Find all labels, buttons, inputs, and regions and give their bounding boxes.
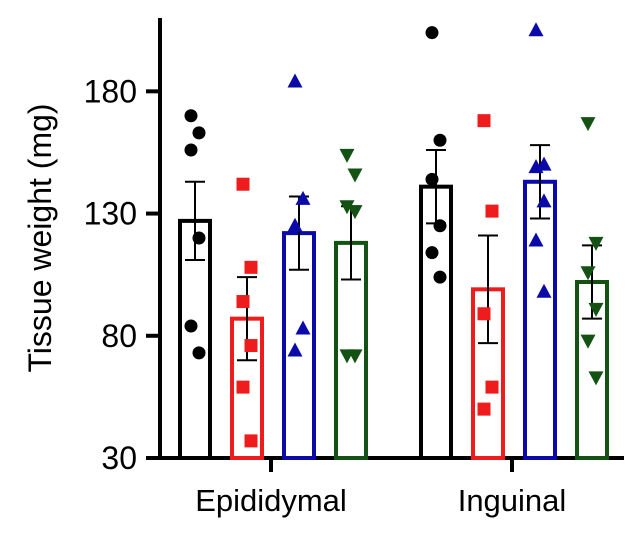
data-point [580, 266, 596, 281]
x-categories: Epididymal Inguinal [195, 458, 566, 518]
data-point [184, 109, 198, 123]
data-point [485, 204, 499, 218]
data-point [485, 380, 499, 394]
data-point [588, 371, 604, 386]
data-point [536, 283, 552, 298]
data-point [287, 342, 303, 357]
data-point [244, 260, 258, 274]
data-point [477, 114, 491, 128]
bar [419, 184, 453, 461]
data-point [236, 380, 250, 394]
y-axis-title: Tissue weight (mg) [22, 103, 58, 372]
data-point [184, 319, 198, 333]
data-point [588, 302, 604, 317]
data-point [528, 159, 544, 174]
data-point [192, 346, 206, 360]
data-point [295, 320, 311, 335]
data-point [192, 126, 206, 140]
bar [523, 179, 557, 460]
data-point [580, 334, 596, 349]
data-point [528, 22, 544, 37]
data-point [287, 217, 303, 232]
data-point [339, 200, 355, 215]
data-point [347, 349, 363, 364]
x-category-label: Epididymal [195, 483, 347, 518]
data-point [244, 339, 258, 353]
y-tick-label: 130 [84, 196, 137, 232]
data-points [184, 22, 604, 448]
data-point [244, 434, 258, 448]
data-point [528, 232, 544, 247]
data-point [536, 193, 552, 208]
y-tick-label: 30 [101, 440, 137, 476]
x-category-label: Inguinal [458, 483, 567, 518]
data-point [588, 236, 604, 251]
y-tick-label: 180 [84, 73, 137, 109]
data-point [184, 143, 198, 157]
data-point [433, 219, 447, 233]
data-point [477, 402, 491, 416]
data-point [477, 307, 491, 321]
data-point [347, 168, 363, 183]
data-point [347, 205, 363, 220]
data-point [339, 148, 355, 163]
data-point [580, 117, 596, 132]
data-point [192, 231, 206, 245]
data-point [236, 295, 250, 309]
data-point [433, 133, 447, 147]
data-point [425, 26, 439, 40]
y-tick-label: 80 [101, 318, 137, 354]
data-point [295, 190, 311, 205]
data-point [433, 270, 447, 284]
data-point [425, 172, 439, 186]
data-point [287, 73, 303, 88]
y-ticks: 30 80 130 180 [84, 73, 160, 476]
data-point [236, 177, 250, 191]
data-point [425, 246, 439, 260]
